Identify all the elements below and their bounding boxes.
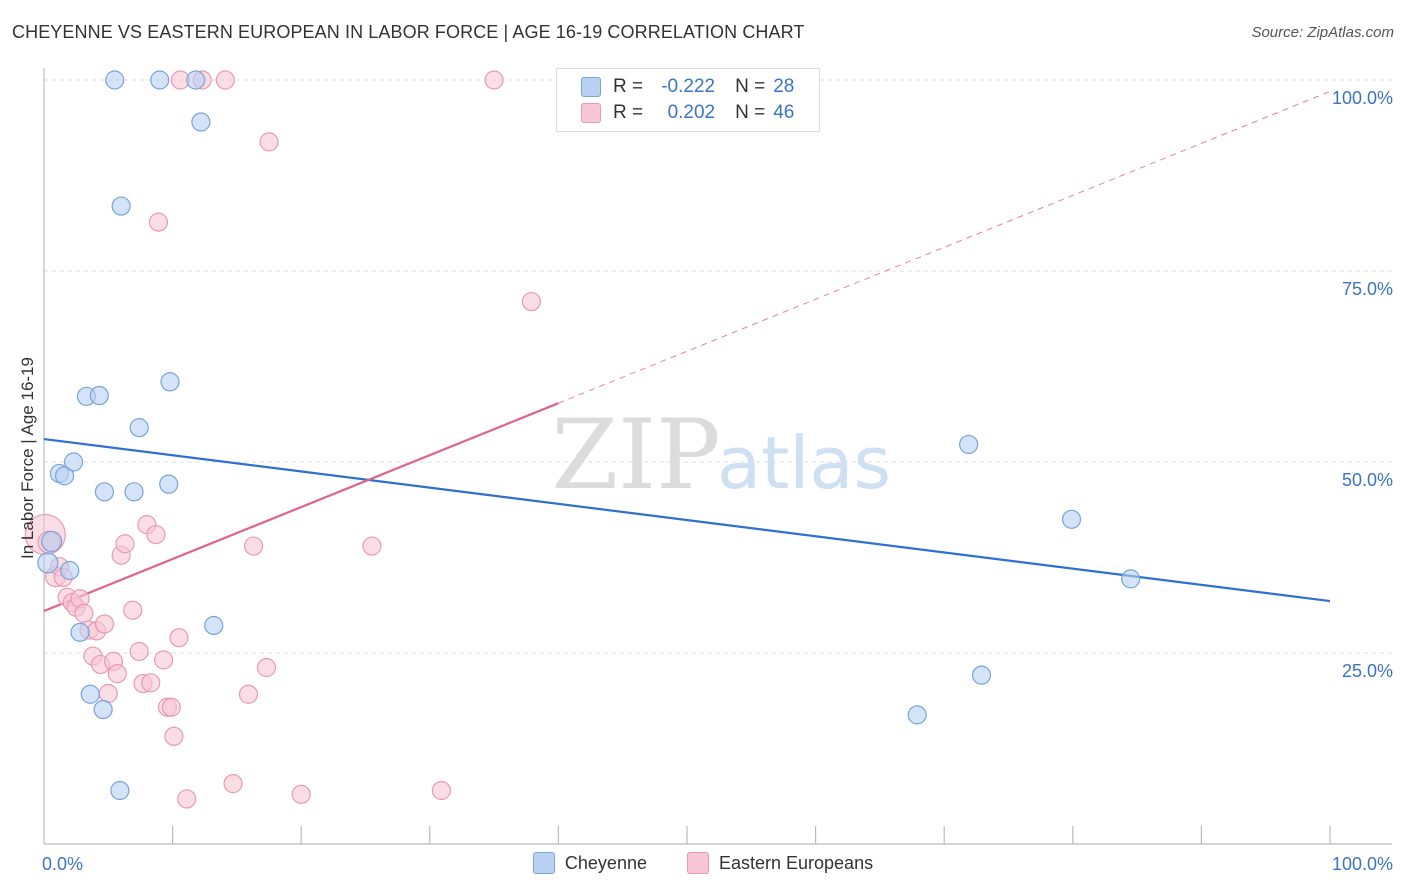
point-eastern-europeans <box>153 650 174 670</box>
point-cheyenne <box>191 112 211 132</box>
point-cheyenne <box>186 70 206 90</box>
point-eastern-europeans <box>291 784 311 804</box>
legend-swatch-cheyenne <box>532 852 555 874</box>
y-tick-label: 100.0% <box>1332 88 1393 108</box>
point-cheyenne <box>1121 569 1141 589</box>
watermark-atlas: atlas <box>717 421 891 505</box>
trend-line-extension-eastern-europeans <box>558 90 1331 404</box>
point-cheyenne <box>37 552 59 574</box>
point-eastern-europeans <box>215 70 235 90</box>
point-eastern-europeans <box>259 132 279 152</box>
legend-item-cheyenne[interactable]: Cheyenne <box>532 852 647 874</box>
point-eastern-europeans <box>148 212 169 232</box>
point-eastern-europeans <box>107 664 127 684</box>
point-cheyenne <box>89 385 109 406</box>
watermark-zip: ZIP <box>551 399 720 511</box>
point-eastern-europeans <box>74 603 94 623</box>
point-eastern-europeans <box>177 789 197 809</box>
data-points <box>24 70 1141 809</box>
trend-line-eastern-europeans <box>43 402 559 612</box>
y-tick-label: 25.0% <box>1342 661 1393 681</box>
point-eastern-europeans <box>94 614 115 634</box>
tick-labels: 25.0% 50.0% 75.0% 100.0% 0.0% 100.0% <box>42 88 1393 874</box>
point-eastern-europeans <box>521 291 541 312</box>
legend-label-eastern-europeans: Eastern Europeans <box>718 852 874 873</box>
legend-row-eastern-europeans: R = 0.202 N = 46 <box>581 100 794 126</box>
point-eastern-europeans <box>123 600 143 620</box>
point-cheyenne <box>110 780 130 801</box>
point-eastern-europeans <box>362 536 382 556</box>
point-cheyenne <box>70 622 90 642</box>
series-legend: Cheyenne Eastern Europeans <box>0 852 1406 874</box>
point-cheyenne <box>159 474 179 494</box>
point-cheyenne <box>129 418 149 438</box>
point-cheyenne <box>971 665 992 685</box>
chart-title: CHEYENNE VS EASTERN EUROPEAN IN LABOR FO… <box>12 22 805 42</box>
legend-row-cheyenne: R = -0.222 N = 28 <box>581 74 794 100</box>
legend-item-eastern-europeans[interactable]: Eastern Europeans <box>686 852 874 874</box>
point-cheyenne <box>60 560 80 581</box>
y-tick-label: 75.0% <box>1342 279 1393 299</box>
point-cheyenne <box>150 70 170 90</box>
legend-r-value: -0.222 <box>661 76 716 97</box>
legend-swatch-cheyenne <box>581 77 601 97</box>
axes <box>43 68 1392 845</box>
trend-lines <box>43 90 1331 612</box>
x-tick-label: 0.0% <box>42 854 83 874</box>
legend-n-value: 28 <box>773 76 795 97</box>
legend-n-label: N = <box>735 76 766 97</box>
legend-n-label: N = <box>735 102 766 123</box>
point-cheyenne <box>907 705 927 725</box>
point-eastern-europeans <box>238 684 259 704</box>
point-cheyenne <box>41 530 63 553</box>
point-cheyenne <box>105 70 125 90</box>
legend-swatch-eastern-europeans <box>686 852 709 874</box>
point-eastern-europeans <box>141 673 161 693</box>
watermark: ZIP atlas <box>551 399 891 511</box>
point-eastern-europeans <box>169 628 189 648</box>
y-axis-label: In Labor Force | Age 16-19 <box>18 357 37 559</box>
source-label: Source: ZipAtlas.com <box>1251 24 1394 41</box>
point-eastern-europeans <box>115 534 135 554</box>
point-eastern-europeans <box>98 683 118 704</box>
y-tick-label: 50.0% <box>1342 470 1393 490</box>
point-cheyenne <box>63 452 84 472</box>
point-eastern-europeans <box>431 780 451 801</box>
point-cheyenne <box>160 372 180 392</box>
point-eastern-europeans <box>223 774 243 794</box>
stats-legend: R = -0.222 N = 28 R = 0.202 N = 46 <box>556 68 820 132</box>
point-cheyenne <box>111 196 131 216</box>
point-cheyenne <box>204 615 224 636</box>
legend-n-value: 46 <box>773 102 795 123</box>
point-eastern-europeans <box>161 697 181 717</box>
legend-r-label: R = <box>613 76 644 97</box>
point-eastern-europeans <box>146 524 166 545</box>
point-cheyenne <box>80 684 100 704</box>
point-cheyenne <box>124 482 144 502</box>
x-tick-label: 100.0% <box>1332 854 1393 874</box>
point-eastern-europeans <box>256 657 277 678</box>
legend-r-label: R = <box>613 102 644 123</box>
trend-line-cheyenne <box>43 437 1331 603</box>
point-eastern-europeans <box>129 641 149 662</box>
point-cheyenne <box>54 466 75 486</box>
point-eastern-europeans <box>164 726 184 746</box>
point-eastern-europeans <box>244 536 264 556</box>
gridlines <box>44 79 1392 654</box>
legend-swatch-eastern-europeans <box>581 103 601 123</box>
legend-label-cheyenne: Cheyenne <box>564 852 647 873</box>
legend-r-value: 0.202 <box>667 102 716 123</box>
point-cheyenne <box>1061 509 1082 529</box>
point-cheyenne <box>94 482 115 502</box>
point-eastern-europeans <box>484 70 504 90</box>
point-cheyenne <box>959 434 979 455</box>
point-cheyenne <box>93 699 113 720</box>
